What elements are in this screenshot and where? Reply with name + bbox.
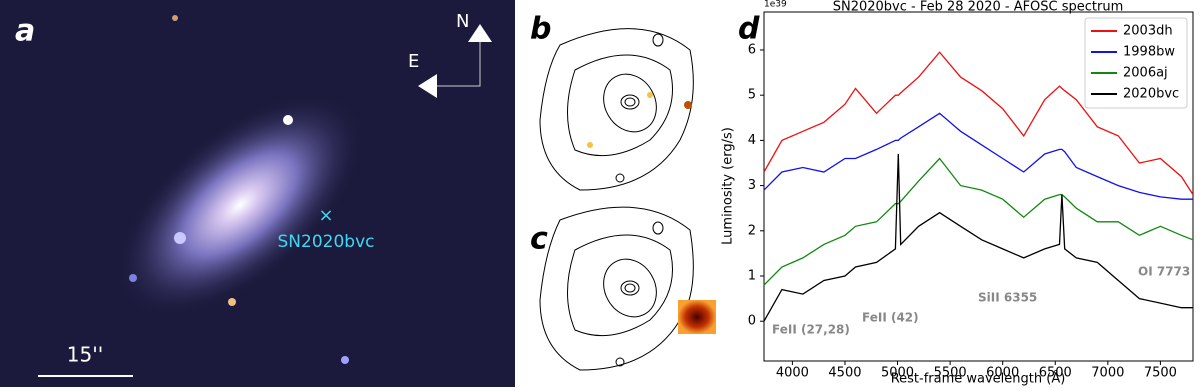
legend-label: 1998bw <box>1123 45 1175 60</box>
legend-label: 2006aj <box>1123 66 1168 81</box>
panel-label: d <box>738 12 760 47</box>
east-arrow <box>418 74 437 98</box>
y-axis-label: Luminosity (erg/s) <box>721 127 736 245</box>
target-label: SN2020bvc <box>278 232 375 252</box>
y-tick-label: 5 <box>748 88 756 103</box>
panel-label: a <box>15 14 35 49</box>
star <box>129 274 137 282</box>
annotation: FeII (42) <box>862 311 919 325</box>
x-tick-label: 4000 <box>776 366 809 381</box>
legend-label: 2020bvc <box>1123 87 1179 102</box>
legend-label: 2003dh <box>1123 24 1173 39</box>
noise <box>647 92 653 98</box>
x-axis-label: Rest-frame wavelength (Å) <box>891 371 1066 387</box>
y-tick-label: 2 <box>748 223 756 238</box>
x-tick-label: 6000 <box>986 366 1019 381</box>
y-multiplier: 1e39 <box>764 0 787 10</box>
noise <box>587 142 593 148</box>
star <box>228 298 236 306</box>
target-marker: × <box>318 205 333 226</box>
annotation: OI 7773 <box>1138 265 1190 279</box>
annotation: FeII (27,28) <box>772 323 850 337</box>
panel-label: c <box>530 222 548 257</box>
north-label: N <box>456 11 469 32</box>
contours-c <box>539 206 694 371</box>
scale-label: 15'' <box>67 343 103 367</box>
east-label: E <box>408 51 419 72</box>
y-tick-label: 4 <box>748 133 756 148</box>
star <box>172 15 178 21</box>
star <box>341 356 349 364</box>
x-tick-label: 5500 <box>934 366 967 381</box>
spectrum-line <box>763 112 1193 200</box>
y-tick-label: 6 <box>748 42 756 57</box>
y-tick-label: 1 <box>748 269 756 284</box>
legend-box <box>1084 17 1188 109</box>
x-tick-label: 4500 <box>828 366 861 381</box>
panel-label: b <box>530 12 551 47</box>
x-tick-label: 6500 <box>1039 366 1072 381</box>
y-tick-label: 3 <box>748 178 756 193</box>
north-arrow <box>468 24 492 42</box>
star <box>174 232 186 244</box>
x-tick-label: 7500 <box>1144 366 1177 381</box>
contours-b <box>539 28 694 191</box>
x-tick-label: 5000 <box>881 366 914 381</box>
spectrum-line <box>763 157 1194 286</box>
star <box>283 115 293 125</box>
galaxy <box>115 92 365 318</box>
x-tick-label: 7000 <box>1091 366 1124 381</box>
spectrum-line <box>763 51 1194 195</box>
chart-title: SN2020bvc - Feb 28 2020 - AFOSC spectrum <box>833 0 1124 15</box>
annotation: SiII 6355 <box>978 291 1037 305</box>
plot-frame <box>763 11 1194 362</box>
y-tick-label: 0 <box>748 314 756 329</box>
spectrum-line <box>763 153 1193 322</box>
compass <box>437 40 481 87</box>
source <box>684 101 692 109</box>
source <box>678 300 716 334</box>
